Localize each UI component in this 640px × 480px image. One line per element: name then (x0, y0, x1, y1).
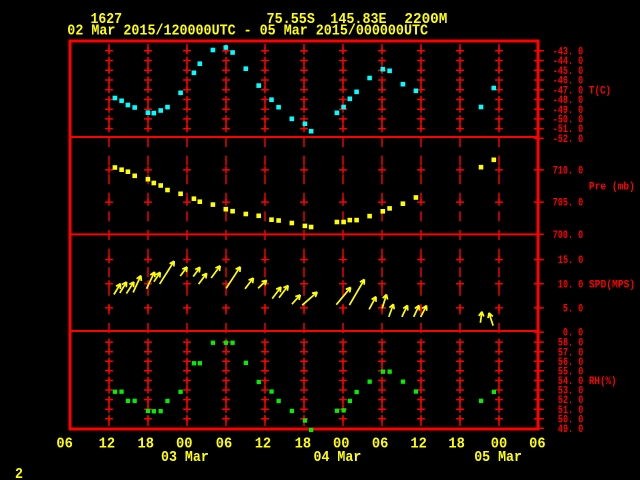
svg-text:54. 0: 54. 0 (558, 376, 583, 388)
svg-text:15. 0: 15. 0 (558, 255, 583, 267)
svg-text:06: 06 (372, 436, 389, 453)
svg-text:705. 0: 705. 0 (553, 198, 583, 210)
svg-text:58. 0: 58. 0 (558, 338, 583, 350)
svg-text:18: 18 (295, 436, 312, 453)
svg-text:12: 12 (255, 436, 272, 453)
svg-text:T(C): T(C) (589, 85, 611, 97)
svg-text:06: 06 (216, 436, 233, 453)
svg-text:18: 18 (138, 436, 155, 453)
svg-text:06: 06 (56, 436, 73, 453)
svg-text:700. 0: 700. 0 (553, 230, 583, 242)
svg-text:-49. 0: -49. 0 (553, 105, 583, 117)
svg-text:RH(%): RH(%) (589, 376, 617, 388)
svg-text:53. 0: 53. 0 (558, 386, 583, 398)
svg-text:SPD(MPS): SPD(MPS) (589, 279, 635, 291)
svg-text:00: 00 (333, 436, 350, 453)
svg-text:2200M: 2200M (404, 11, 447, 28)
svg-text:57. 0: 57. 0 (558, 347, 583, 359)
svg-text:06: 06 (529, 436, 546, 453)
svg-text:10. 0: 10. 0 (558, 279, 583, 291)
svg-text:-47. 0: -47. 0 (553, 85, 583, 97)
svg-text:05 Mar: 05 Mar (474, 449, 522, 466)
svg-text:00: 00 (176, 436, 193, 453)
svg-text:50. 0: 50. 0 (558, 414, 583, 426)
svg-text:-50. 0: -50. 0 (553, 115, 583, 127)
svg-text:12: 12 (99, 436, 116, 453)
svg-text:56. 0: 56. 0 (558, 357, 583, 369)
svg-text:Pre (mb): Pre (mb) (589, 181, 635, 193)
svg-text:-48. 0: -48. 0 (553, 95, 583, 107)
svg-text:-46. 0: -46. 0 (553, 76, 583, 88)
svg-text:51. 0: 51. 0 (558, 405, 583, 417)
svg-text:00: 00 (491, 436, 508, 453)
svg-text:710. 0: 710. 0 (553, 166, 583, 178)
svg-text:145.83E: 145.83E (330, 11, 386, 28)
svg-text:75.55S: 75.55S (267, 11, 315, 28)
svg-text:-45. 0: -45. 0 (553, 66, 583, 78)
svg-text:-43. 0: -43. 0 (553, 46, 583, 58)
svg-text:-44. 0: -44. 0 (553, 56, 583, 68)
svg-text:5. 0: 5. 0 (563, 304, 583, 316)
svg-text:02 Mar 2015/120000UTC - 05 Mar: 02 Mar 2015/120000UTC - 05 Mar 2015/0000… (67, 23, 428, 40)
svg-text:2: 2 (15, 466, 23, 480)
svg-text:18: 18 (448, 436, 465, 453)
svg-text:-51. 0: -51. 0 (553, 124, 583, 136)
svg-text:55. 0: 55. 0 (558, 366, 583, 378)
svg-text:03 Mar: 03 Mar (161, 449, 209, 466)
svg-text:0. 0: 0. 0 (563, 328, 583, 340)
svg-text:12: 12 (410, 436, 427, 453)
svg-text:1627: 1627 (91, 11, 123, 28)
svg-text:49. 0: 49. 0 (558, 424, 583, 436)
svg-text:52. 0: 52. 0 (558, 395, 583, 407)
svg-text:04 Mar: 04 Mar (314, 449, 362, 466)
svg-text:-52. 0: -52. 0 (553, 134, 583, 146)
